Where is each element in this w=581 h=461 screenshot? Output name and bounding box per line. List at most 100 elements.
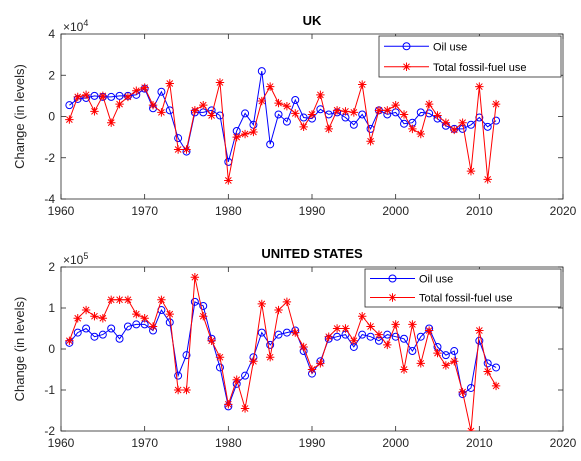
data-point-oil: [425, 109, 434, 118]
data-point-oil: [257, 328, 266, 337]
data-point-fossil: [123, 92, 133, 102]
data-point-fossil: [391, 100, 400, 110]
y-tick-label: -2: [44, 151, 55, 165]
data-point-fossil: [433, 348, 442, 358]
data-point-fossil: [132, 309, 141, 319]
data-point-fossil: [107, 295, 116, 304]
series-line: [68, 82, 497, 181]
x-tick-label: 1990: [299, 204, 326, 218]
series-1: [65, 273, 501, 431]
data-point-oil: [123, 322, 132, 331]
legend-marker-circle: [402, 42, 411, 51]
data-point-fossil: [349, 336, 359, 345]
data-point-fossil: [475, 326, 484, 335]
data-point-fossil: [215, 353, 225, 362]
data-point-oil: [282, 328, 291, 337]
data-point-fossil: [165, 79, 174, 88]
y-axis-label: Change (in levels): [12, 297, 27, 402]
data-point-fossil: [491, 381, 501, 391]
data-point-fossil: [265, 353, 275, 362]
data-point-fossil: [249, 357, 258, 366]
data-point-fossil: [257, 299, 266, 309]
legend: Oil use Total fossil-fuel use: [364, 268, 562, 308]
data-point-oil: [174, 134, 183, 143]
data-point-fossil: [441, 118, 451, 127]
data-point-fossil: [466, 166, 476, 176]
y-tick-label: 0: [48, 110, 55, 124]
data-point-oil: [107, 324, 116, 333]
data-point-fossil: [332, 324, 342, 333]
data-point-fossil: [358, 80, 367, 89]
x-tick-label: 1980: [215, 204, 242, 218]
data-point-fossil: [408, 320, 417, 329]
data-point-oil: [291, 96, 300, 104]
y-axis-label: Change (in levels): [12, 64, 27, 169]
data-point-fossil: [190, 273, 200, 282]
data-point-oil: [90, 91, 99, 100]
data-point-fossil: [73, 92, 82, 102]
data-point-fossil: [232, 132, 241, 142]
data-point-fossil: [140, 83, 149, 92]
data-point-fossil: [173, 385, 183, 395]
series-line: [69, 71, 497, 163]
y-tick-label: 2: [48, 260, 55, 274]
axis-exponent-base: ×10: [63, 253, 84, 267]
data-point-fossil: [299, 122, 308, 132]
data-point-oil: [115, 334, 124, 343]
data-point-fossil: [249, 127, 258, 137]
data-point-oil: [299, 113, 308, 122]
data-point-fossil: [98, 314, 108, 323]
data-point-oil: [492, 116, 501, 125]
chart-title: UNITED STATES: [261, 246, 363, 261]
data-point-oil: [282, 117, 291, 126]
data-point-oil: [333, 332, 342, 341]
data-point-fossil: [282, 297, 292, 307]
data-point-oil: [165, 318, 174, 327]
x-tick-label: 1970: [131, 204, 158, 218]
data-point-fossil: [140, 314, 149, 323]
data-point-fossil: [391, 320, 400, 329]
data-point-oil: [182, 351, 191, 360]
data-point-oil: [274, 110, 283, 119]
data-point-fossil: [240, 404, 250, 413]
series-line: [68, 277, 497, 431]
data-point-oil: [190, 297, 199, 306]
series-1: [65, 78, 501, 185]
data-point-oil: [107, 92, 116, 101]
data-point-fossil: [257, 96, 266, 106]
x-tick-label: 1960: [48, 436, 75, 450]
data-point-oil: [90, 332, 99, 341]
data-point-oil: [492, 363, 501, 372]
data-point-fossil: [224, 400, 233, 409]
data-point-oil: [241, 371, 250, 380]
axis-exponent-power: 5: [83, 251, 88, 261]
axis-exponent-power: 4: [83, 18, 88, 28]
data-point-fossil: [383, 340, 392, 350]
data-point-oil: [483, 359, 492, 368]
data-point-oil: [157, 87, 166, 96]
legend: Oil use Total fossil-fuel use: [378, 35, 562, 78]
data-point-fossil: [132, 86, 141, 95]
data-point-fossil: [450, 125, 459, 135]
x-tick-label: 1980: [215, 436, 242, 450]
y-tick-label: -4: [44, 192, 55, 206]
y-tick-label: -2: [44, 424, 55, 438]
chart-title: UK: [303, 13, 322, 28]
data-point-fossil: [107, 118, 116, 127]
data-point-fossil: [199, 312, 208, 321]
data-point-fossil: [491, 99, 501, 109]
data-point-fossil: [299, 342, 308, 352]
axis-exponent: ×104: [63, 18, 88, 34]
legend-entry-label: Oil use: [419, 274, 453, 286]
data-point-fossil: [408, 124, 417, 134]
legend-entry-label: Total fossil-fuel use: [419, 293, 513, 305]
legend-marker-circle: [388, 274, 397, 283]
data-point-oil: [366, 332, 375, 341]
data-point-fossil: [374, 106, 384, 115]
x-tick-label: 2020: [550, 204, 577, 218]
axis-exponent: ×105: [63, 251, 88, 267]
data-point-fossil: [73, 314, 82, 323]
y-tick-label: 4: [48, 27, 55, 41]
data-point-oil: [416, 108, 425, 117]
